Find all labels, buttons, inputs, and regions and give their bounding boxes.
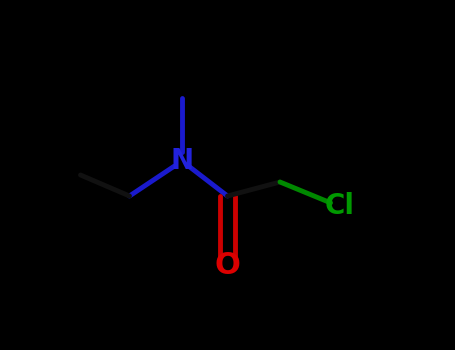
Text: Cl: Cl: [324, 193, 354, 220]
Text: N: N: [171, 147, 193, 175]
Text: O: O: [215, 252, 240, 280]
